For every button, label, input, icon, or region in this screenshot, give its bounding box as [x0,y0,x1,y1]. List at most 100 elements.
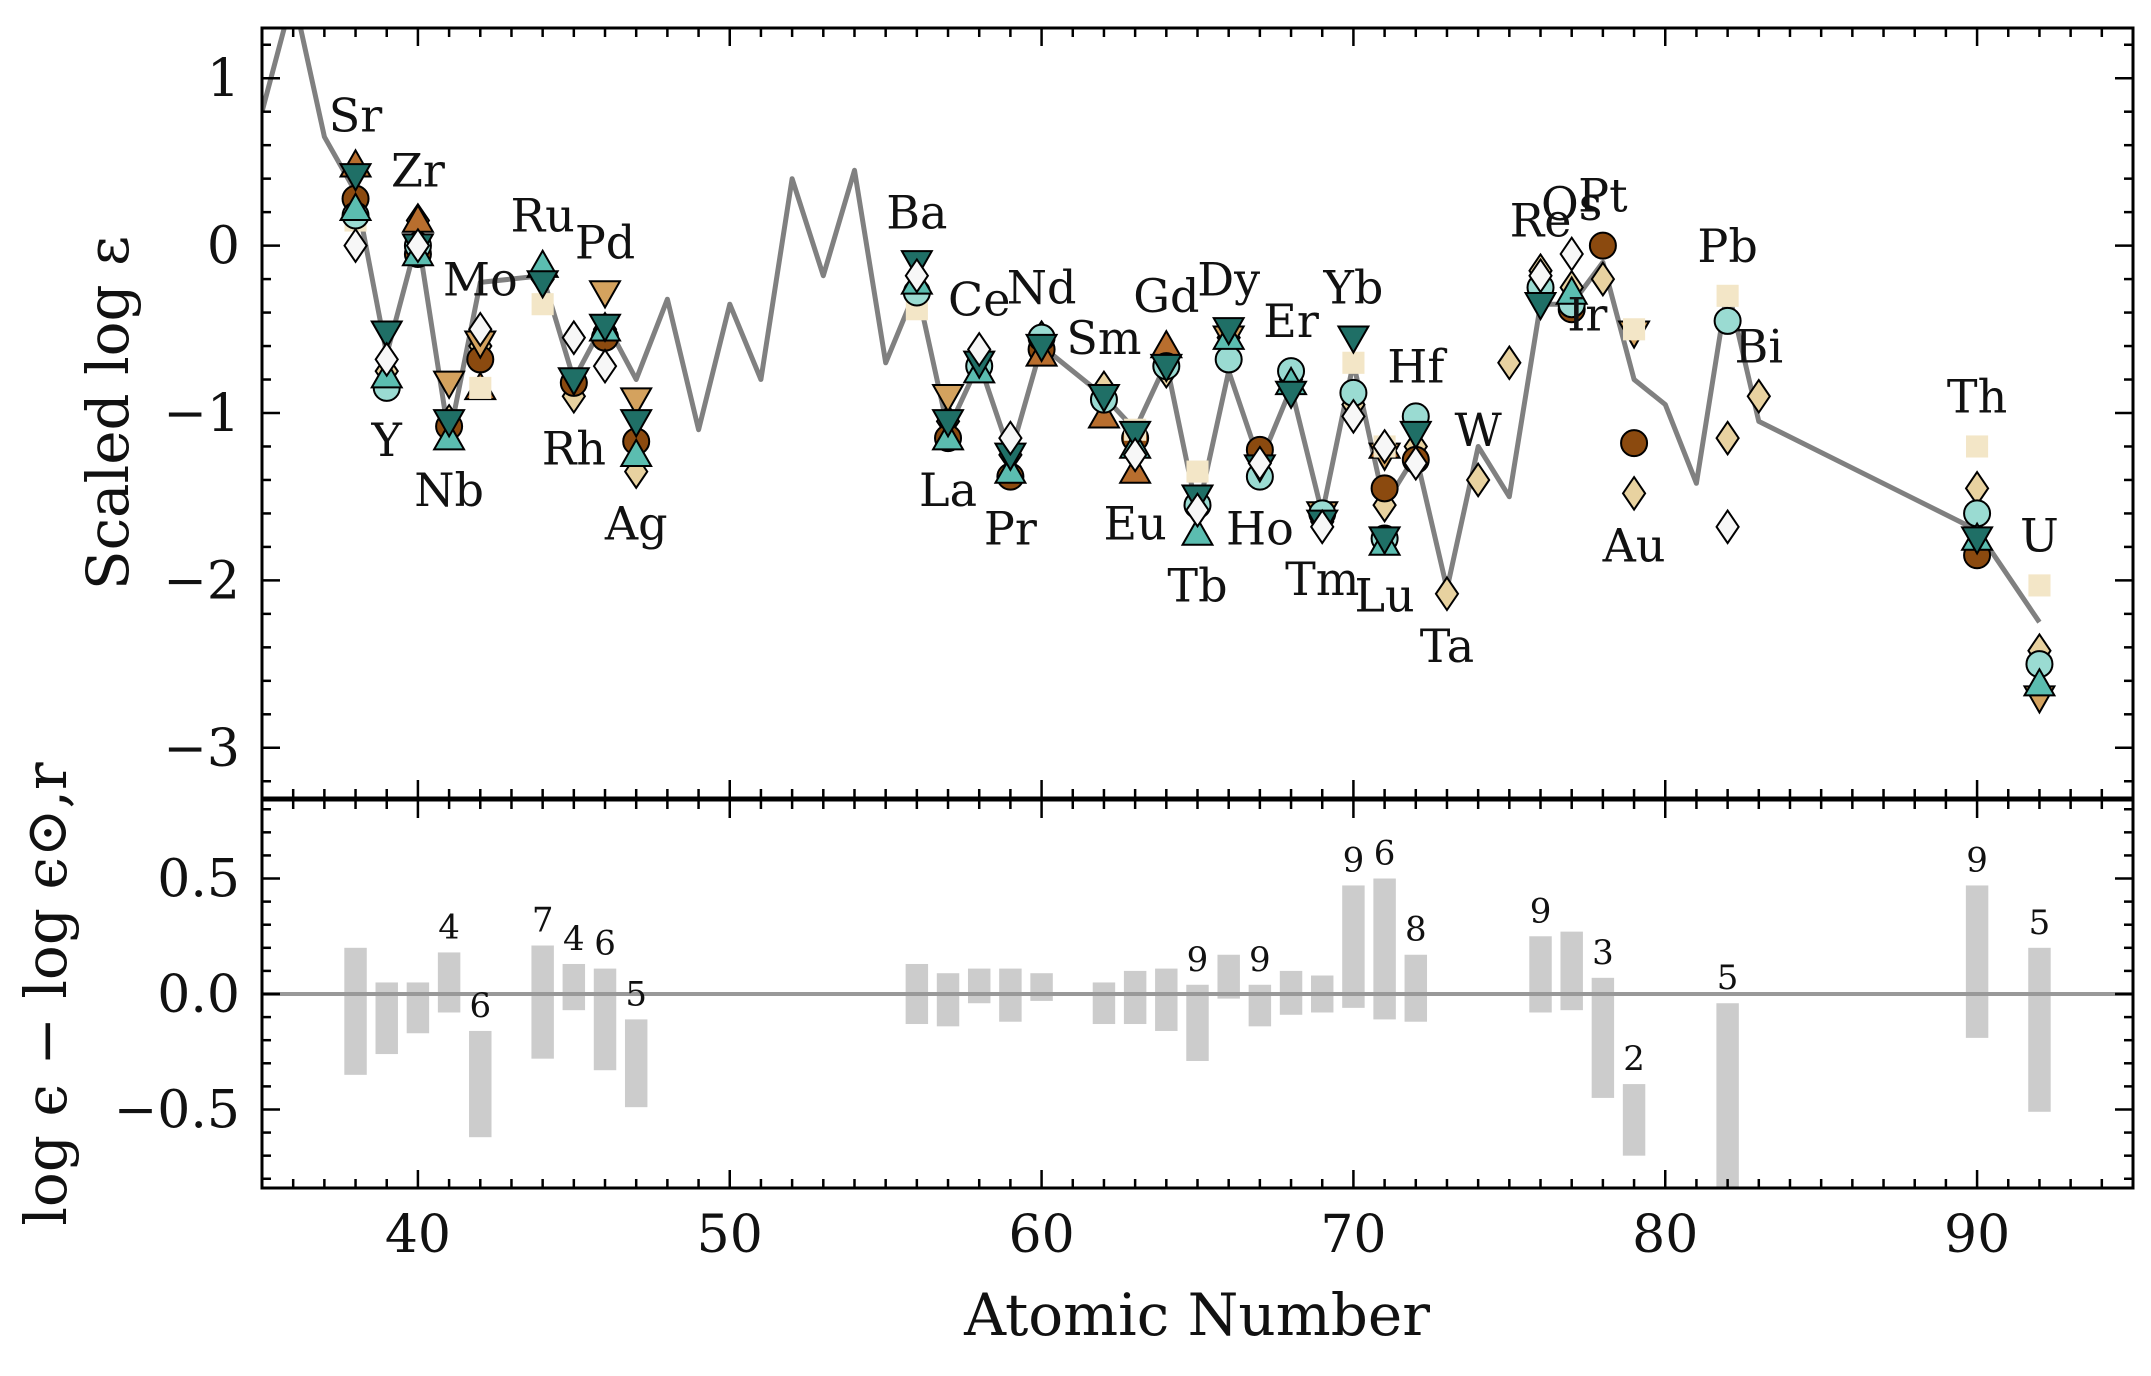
y-tick-label: 1 [207,49,240,109]
residual-bar [936,973,960,1027]
element-label: Sm [1066,311,1141,365]
residual-bar [1217,954,1240,999]
element-label: W [1455,403,1503,457]
element-label: Yb [1323,261,1384,315]
triangle-up-marker [1087,399,1121,429]
diamond-marker [468,311,493,348]
abundance-markers [338,148,2057,715]
triangle-up-marker [1555,275,1589,305]
residual-bar [593,968,617,1071]
bottom-y-tick-labels: 0.5 0.0 −0.5 [114,850,240,1141]
triangle-down-marker [588,280,622,310]
element-label: Os [1541,177,1602,231]
count-label: 9 [1530,891,1552,931]
element-label: Re [1510,194,1572,248]
square-marker [1342,351,1365,374]
residual-bar [1404,954,1428,1022]
element-label: La [919,463,977,517]
residual-bar [344,947,367,1075]
residual-bar [1186,984,1209,1061]
square-marker [2028,574,2051,597]
residual-bar [1155,968,1178,1031]
count-label: 6 [594,924,616,964]
x-tick-label: 40 [385,1205,451,1265]
residual-bar [1560,931,1583,1011]
triangle-up-marker [619,437,653,468]
residual-bar [406,982,430,1034]
top-axis-ticks [262,28,2133,798]
y-tick-label: −2 [163,551,240,611]
triangle-down-marker [1336,325,1371,355]
residual-bar [1092,982,1116,1025]
count-label: 4 [563,919,585,959]
residual-bar [2028,947,2051,1112]
top-y-axis-title: Scaled log ε [74,236,142,590]
diamond-marker [561,319,587,356]
residual-bar [1342,885,1365,1008]
count-label: 5 [1717,958,1739,998]
triangle-down-marker [1367,526,1402,556]
triangle-down-marker [619,387,653,417]
diamond-marker [1122,436,1148,473]
triangle-down-marker [619,409,653,439]
x-tick-labels: 40 50 60 70 80 90 [385,1205,2010,1265]
diamond-marker [1372,428,1397,465]
diamond-marker [998,420,1023,457]
residual-bar [1716,1003,1739,1188]
count-label: 3 [1592,933,1614,973]
series-2-triangle-up [338,148,1402,484]
element-label: Au [1602,518,1666,572]
x-tick-label: 50 [697,1205,763,1265]
element-label: Ho [1226,502,1294,556]
element-label: Pr [984,502,1037,556]
element-label: Eu [1104,497,1167,551]
x-tick-label: 60 [1008,1205,1074,1265]
triangle-down-marker [1149,353,1183,384]
circle-marker [1214,345,1243,374]
diamond-marker [904,257,930,294]
count-label: 4 [438,907,460,947]
diamond-marker [966,331,992,368]
triangle-down-marker [432,409,466,439]
element-label: Ta [1420,619,1475,673]
count-label: 9 [1187,940,1209,980]
x-tick-label: 70 [1320,1205,1386,1265]
residual-bar [967,968,991,1004]
y-tick-label: −3 [163,719,240,779]
element-label: Gd [1133,269,1199,323]
top-y-tick-labels: 1 0 −1 −2 −3 [163,49,240,779]
element-label: U [2020,508,2059,562]
count-label: 7 [532,901,554,941]
element-label: Pt [1578,169,1628,223]
element-label: Tb [1167,559,1227,613]
element-label: Hf [1387,339,1447,393]
triangle-down-marker [338,163,373,193]
element-label: Th [1947,369,2007,423]
diamond-marker [1403,445,1429,482]
residual-bar [1591,977,1615,1098]
bottom-axis-ticks [262,800,2133,1188]
element-label: Lu [1355,569,1415,623]
residual-bar [1248,984,1272,1027]
square-marker [1623,318,1646,341]
element-label: Ba [886,185,947,239]
triangle-down-marker [525,270,560,300]
count-label: 5 [2029,903,2051,943]
element-label: Ag [604,497,668,551]
element-label: Tm [1285,552,1359,606]
triangle-down-marker [588,313,622,343]
count-label: 9 [1249,940,1271,980]
count-label: 8 [1405,910,1427,950]
diamond-marker [1528,257,1553,294]
diamond-marker [405,227,431,264]
residual-bar [1529,936,1552,1013]
element-label: Zr [391,144,445,198]
x-tick-label: 80 [1632,1205,1698,1265]
triangle-down-marker [1024,333,1059,364]
residual-bar [1123,970,1147,1025]
diamond-marker [343,227,368,264]
triangle-up-marker [338,191,373,221]
count-label: 2 [1623,1039,1645,1079]
circle-marker [1620,429,1649,458]
